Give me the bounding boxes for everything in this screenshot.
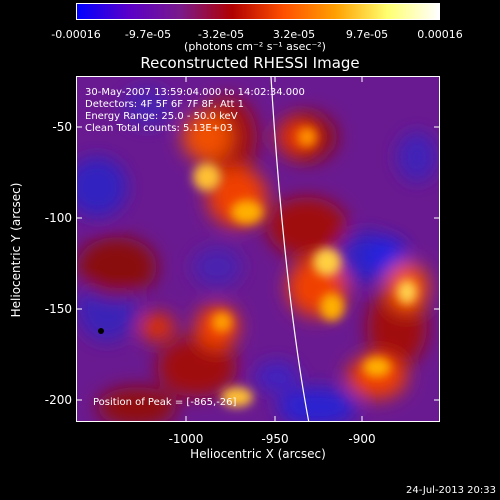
- x-axis-label: Heliocentric X (arcsec): [190, 447, 326, 461]
- colorbar-tick-label: -0.00016: [51, 28, 101, 41]
- solar-limb-line: [270, 77, 310, 421]
- colorbar-tick-label: 3.2e-05: [272, 28, 316, 41]
- y-tick-label: -200: [44, 393, 72, 407]
- colorbar-tick-label: 0.00016: [417, 28, 463, 41]
- colorbar-tick-label: 9.7e-05: [345, 28, 389, 41]
- colorbar-tick-label: -3.2e-05: [197, 28, 245, 41]
- colorbar: [76, 3, 440, 20]
- image-plot: 30-May-2007 13:59:04.000 to 14:02:34.000…: [76, 76, 440, 422]
- annotation-energy-range: Energy Range: 25.0 - 50.0 keV: [85, 111, 238, 122]
- annotation-detectors: Detectors: 4F 5F 6F 7F 8F, Att 1: [85, 99, 245, 110]
- colorbar-units: (photons cm⁻² s⁻¹ asec⁻²): [184, 40, 326, 53]
- reconstructed-image: [77, 77, 439, 421]
- y-tick-label: -50: [52, 120, 72, 134]
- annotation-peak-position: Position of Peak = [-865,-26]: [93, 397, 237, 408]
- x-tick-label: -1000: [168, 432, 204, 446]
- colorbar-tick-label: -9.7e-05: [124, 28, 172, 41]
- plot-title: Reconstructed RHESSI Image: [140, 54, 360, 72]
- x-tick-label: -950: [261, 432, 289, 446]
- y-tick-label: -100: [44, 211, 72, 225]
- minimum-marker: [98, 328, 104, 334]
- y-tick-label: -150: [44, 302, 72, 316]
- annotation-clean-counts: Clean Total counts: 5.13E+03: [85, 123, 233, 134]
- timestamp: 24-Jul-2013 20:33: [405, 485, 496, 496]
- x-tick-label: -900: [348, 432, 376, 446]
- annotation-time-range: 30-May-2007 13:59:04.000 to 14:02:34.000: [85, 87, 305, 98]
